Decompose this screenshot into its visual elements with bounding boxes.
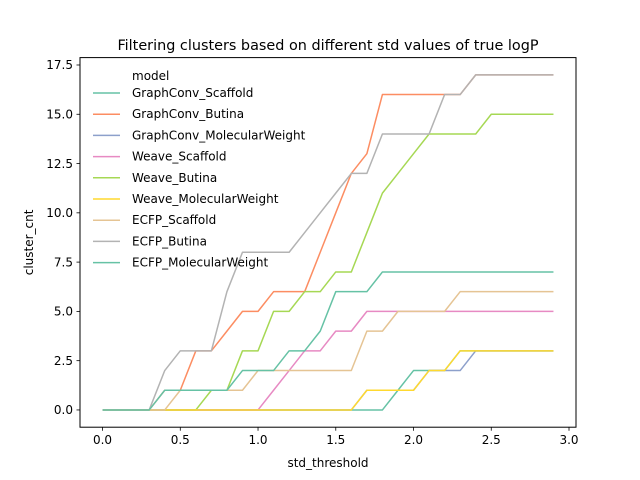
y-axis: 0.0 2.5 5.0 7.5 10.0 12.5 15.0 17.5 <box>46 58 80 417</box>
series-line-ECFP_Butina <box>102 74 554 411</box>
x-tick-label: 2.5 <box>482 433 501 447</box>
series-line-ECFP_Scaffold <box>102 290 554 411</box>
plot-area-frame <box>79 57 577 428</box>
x-axis: 0.0 0.5 1.0 1.5 2.0 2.5 3.0 <box>93 427 579 447</box>
series-line-GraphConv_MolecularWeight <box>102 350 554 411</box>
series-line-ECFP_MolecularWeight <box>102 271 554 411</box>
series-line-Weave_Scaffold <box>102 310 554 411</box>
x-tick-label: 3.0 <box>559 433 578 447</box>
legend-label-GraphConv_Scaffold: GraphConv_Scaffold <box>132 86 253 100</box>
y-tick-label: 0.0 <box>54 403 73 417</box>
legend-title: model <box>132 69 169 83</box>
y-tick-label: 10.0 <box>46 206 73 220</box>
legend-label-Weave_Scaffold: Weave_Scaffold <box>132 150 227 164</box>
legend-label-Weave_Butina: Weave_Butina <box>132 171 217 185</box>
y-tick-label: 15.0 <box>46 107 73 121</box>
legend-label-ECFP_Butina: ECFP_Butina <box>132 234 207 248</box>
x-tick-label: 1.0 <box>248 433 267 447</box>
series-line-Weave_MolecularWeight <box>102 350 554 411</box>
y-tick-label: 7.5 <box>54 255 73 269</box>
legend-label-ECFP_MolecularWeight: ECFP_MolecularWeight <box>132 256 268 270</box>
x-tick-label: 0.0 <box>93 433 112 447</box>
legend: model GraphConv_Scaffold GraphConv_Butina… <box>93 69 306 270</box>
x-tick-label: 1.5 <box>326 433 345 447</box>
x-tick-label: 2.0 <box>404 433 423 447</box>
series-line-GraphConv_Scaffold <box>102 350 554 411</box>
series-lines <box>102 74 554 411</box>
chart-title: Filtering clusters based on different st… <box>117 38 538 54</box>
legend-label-GraphConv_Butina: GraphConv_Butina <box>132 107 244 121</box>
y-tick-label: 17.5 <box>46 58 73 72</box>
y-tick-label: 5.0 <box>54 305 73 319</box>
legend-label-GraphConv_MolecularWeight: GraphConv_MolecularWeight <box>132 128 306 142</box>
x-tick-label: 0.5 <box>171 433 190 447</box>
x-axis-label: std_threshold <box>287 456 368 470</box>
y-axis-label: cluster_cnt <box>22 209 36 275</box>
legend-label-ECFP_Scaffold: ECFP_Scaffold <box>132 213 216 227</box>
y-tick-label: 2.5 <box>54 354 73 368</box>
legend-label-Weave_MolecularWeight: Weave_MolecularWeight <box>132 192 279 206</box>
y-tick-label: 12.5 <box>46 157 73 171</box>
